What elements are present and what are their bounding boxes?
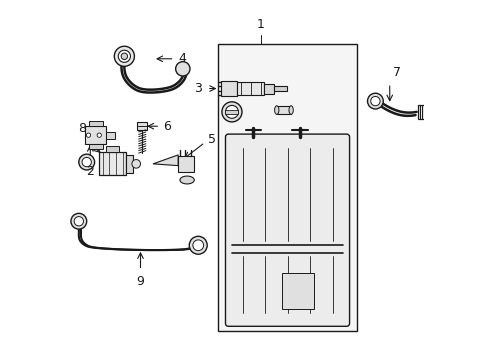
Bar [126, 155, 133, 173]
Bar [237, 82, 264, 95]
Polygon shape [153, 155, 178, 166]
Bar [417, 105, 430, 119]
Bar [264, 84, 274, 94]
Circle shape [132, 159, 140, 168]
Text: 5: 5 [207, 133, 215, 146]
Text: 2: 2 [86, 165, 94, 177]
Bar [282, 273, 314, 309]
Text: 6: 6 [163, 120, 171, 133]
Text: 4: 4 [178, 52, 185, 65]
Circle shape [225, 105, 238, 118]
Bar [274, 86, 286, 91]
Bar [217, 44, 357, 330]
Bar [137, 122, 147, 130]
Circle shape [82, 157, 91, 167]
Bar [88, 121, 102, 126]
Circle shape [121, 53, 127, 59]
Bar [85, 126, 106, 144]
Circle shape [367, 93, 383, 109]
Bar [88, 144, 102, 149]
Circle shape [370, 96, 379, 106]
Circle shape [175, 62, 190, 76]
Bar [221, 81, 237, 96]
Bar [106, 145, 119, 152]
Text: 9: 9 [136, 275, 144, 288]
Circle shape [114, 46, 134, 66]
Circle shape [118, 50, 130, 62]
FancyBboxPatch shape [225, 134, 349, 326]
Bar [99, 152, 126, 175]
Text: 3: 3 [194, 82, 202, 95]
Ellipse shape [274, 106, 278, 114]
Bar [178, 156, 194, 172]
Bar [106, 132, 115, 139]
Ellipse shape [180, 176, 194, 184]
Bar [225, 110, 238, 114]
Circle shape [74, 217, 83, 226]
Circle shape [97, 133, 101, 137]
Circle shape [79, 154, 94, 170]
Circle shape [222, 102, 242, 122]
Text: 7: 7 [392, 66, 400, 79]
Ellipse shape [288, 106, 293, 114]
Bar [276, 106, 290, 114]
Circle shape [86, 133, 90, 137]
Circle shape [192, 240, 203, 251]
Circle shape [71, 213, 86, 229]
Circle shape [189, 236, 207, 254]
Text: 8: 8 [78, 122, 86, 135]
Text: 1: 1 [256, 18, 264, 31]
